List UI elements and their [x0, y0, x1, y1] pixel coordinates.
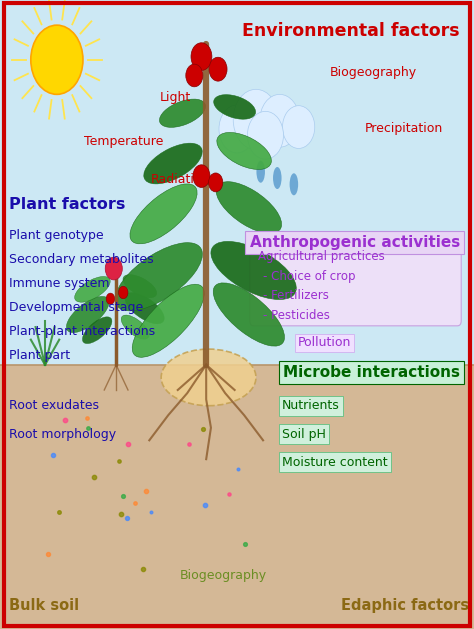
Text: Radiation: Radiation: [150, 173, 210, 186]
Ellipse shape: [217, 133, 272, 169]
Circle shape: [247, 111, 283, 159]
Circle shape: [191, 43, 212, 70]
Circle shape: [106, 293, 115, 304]
Text: - Pesticides: - Pesticides: [263, 309, 330, 321]
Ellipse shape: [256, 160, 265, 183]
Text: Light: Light: [160, 91, 191, 104]
Text: Soil pH: Soil pH: [282, 428, 326, 440]
Text: Moisture content: Moisture content: [282, 456, 388, 469]
Text: Edaphic factors: Edaphic factors: [341, 598, 469, 613]
Circle shape: [209, 57, 227, 81]
Text: - Choice of crop: - Choice of crop: [263, 270, 356, 282]
Ellipse shape: [74, 277, 110, 302]
Circle shape: [118, 286, 128, 299]
Text: Pollution: Pollution: [298, 337, 351, 349]
FancyBboxPatch shape: [250, 243, 461, 326]
Text: Immune system: Immune system: [9, 277, 110, 290]
Ellipse shape: [123, 275, 157, 298]
Ellipse shape: [132, 284, 204, 357]
Text: Developmental stage: Developmental stage: [9, 301, 144, 314]
Text: Environmental factors: Environmental factors: [242, 22, 460, 40]
Circle shape: [31, 25, 83, 94]
Ellipse shape: [273, 167, 282, 189]
Text: Secondary metabolites: Secondary metabolites: [9, 253, 154, 266]
Ellipse shape: [159, 99, 206, 127]
Circle shape: [219, 105, 255, 153]
Text: Biogeography: Biogeography: [180, 569, 267, 582]
Text: Anthropogenic activities: Anthropogenic activities: [249, 235, 460, 250]
Circle shape: [193, 165, 210, 187]
Text: Plant factors: Plant factors: [9, 197, 126, 212]
FancyBboxPatch shape: [0, 365, 474, 629]
Ellipse shape: [290, 173, 298, 195]
Text: Plant part: Plant part: [9, 349, 71, 362]
Text: - Fertilizers: - Fertilizers: [263, 289, 329, 302]
Text: Microbe interactions: Microbe interactions: [283, 365, 460, 380]
Ellipse shape: [211, 242, 296, 299]
Ellipse shape: [125, 292, 164, 324]
Circle shape: [283, 106, 315, 148]
Text: Root morphology: Root morphology: [9, 428, 117, 440]
Circle shape: [186, 64, 203, 87]
Text: Biogeography: Biogeography: [330, 66, 417, 79]
Ellipse shape: [82, 317, 112, 343]
Ellipse shape: [115, 243, 202, 311]
Ellipse shape: [130, 184, 197, 244]
Ellipse shape: [213, 283, 284, 346]
Circle shape: [105, 257, 122, 280]
Text: Root exudates: Root exudates: [9, 399, 100, 412]
Text: Plant genotype: Plant genotype: [9, 230, 104, 242]
Ellipse shape: [144, 143, 202, 184]
Text: Bulk soil: Bulk soil: [9, 598, 80, 613]
FancyBboxPatch shape: [0, 0, 474, 365]
Ellipse shape: [161, 349, 256, 406]
Ellipse shape: [214, 94, 255, 120]
Ellipse shape: [121, 315, 149, 339]
Text: Agricultural practices: Agricultural practices: [258, 250, 385, 263]
Circle shape: [209, 173, 223, 192]
Ellipse shape: [66, 296, 109, 333]
Ellipse shape: [216, 182, 282, 233]
Text: Plant-plant interactions: Plant-plant interactions: [9, 325, 155, 338]
Circle shape: [260, 94, 300, 147]
Text: Precipitation: Precipitation: [365, 123, 443, 135]
Text: Temperature: Temperature: [83, 135, 163, 148]
Text: Nutrients: Nutrients: [282, 399, 340, 412]
Circle shape: [233, 89, 279, 150]
